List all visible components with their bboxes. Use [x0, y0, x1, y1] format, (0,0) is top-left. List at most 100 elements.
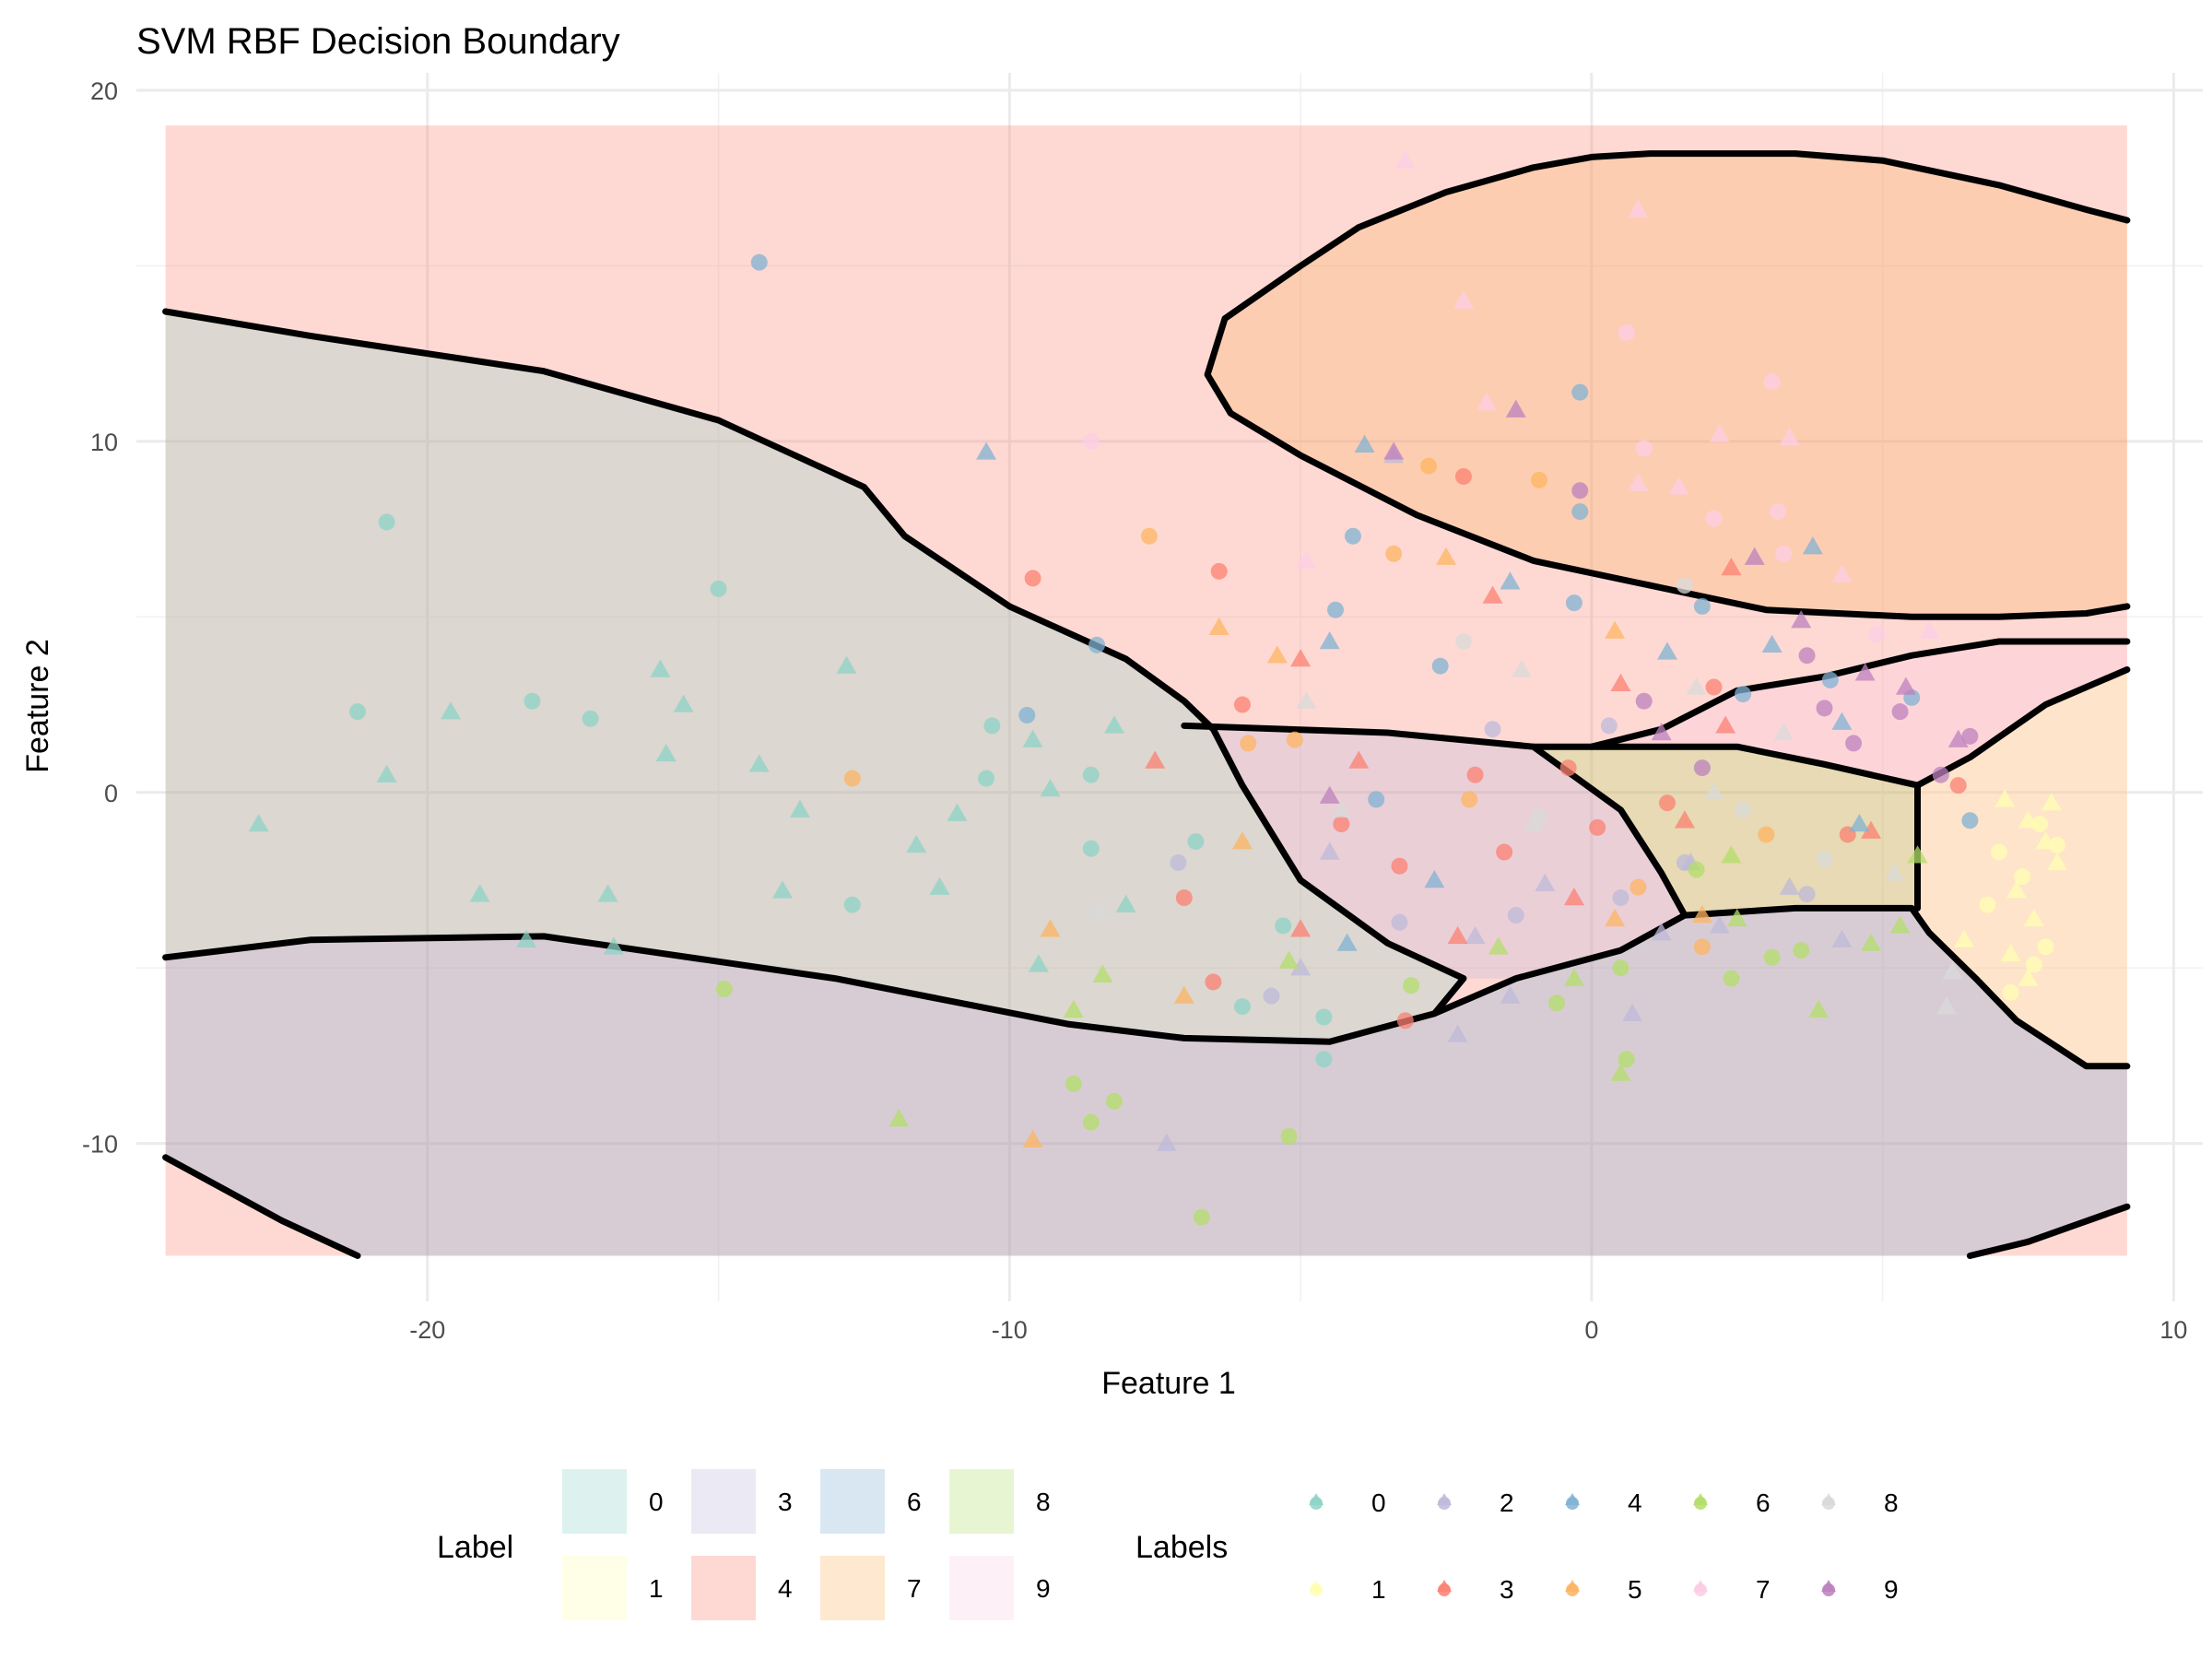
data-point-triangle — [1278, 950, 1300, 969]
point-legend-label: 1 — [1371, 1575, 1386, 1604]
data-point-triangle — [248, 814, 269, 832]
data-point-triangle — [1942, 960, 1963, 980]
data-point-triangle — [597, 884, 618, 902]
decision-boundary-line — [1430, 904, 2131, 1070]
decision-boundary-line — [1181, 722, 1688, 919]
region-legend-swatch — [691, 1556, 756, 1620]
point-legend-key-triangle — [1309, 1493, 1324, 1505]
data-point-circle — [1559, 759, 1577, 777]
data-point-triangle — [1709, 424, 1730, 442]
region-legend-title: Label — [437, 1530, 513, 1565]
data-point-triangle — [1500, 571, 1521, 590]
region-legend-swatch — [820, 1469, 885, 1534]
data-point-circle — [1816, 700, 1833, 717]
data-point-circle — [715, 981, 733, 998]
data-point-circle — [1507, 907, 1524, 924]
data-point-circle — [1240, 735, 1257, 752]
data-point-triangle — [1477, 393, 1498, 411]
data-point-circle — [1990, 843, 2007, 861]
data-point-circle — [1466, 766, 1484, 783]
data-point-triangle — [1761, 634, 1783, 653]
decision-region-0 — [165, 312, 1464, 1042]
region-legend-swatch — [949, 1469, 1014, 1534]
point-legend-label: 8 — [1884, 1488, 1899, 1517]
data-point-triangle — [1290, 649, 1312, 667]
axis-ticks: -20 -10 0 10 -10 0 10 20 — [82, 77, 2187, 1344]
data-point-triangle — [1231, 831, 1253, 850]
data-point-triangle — [1628, 473, 1649, 491]
data-point-triangle — [1336, 933, 1358, 951]
data-point-triangle — [906, 834, 927, 853]
data-point-circle — [1088, 636, 1106, 653]
data-point-triangle — [1488, 936, 1509, 955]
data-point-circle — [2037, 938, 2054, 956]
data-point-circle — [843, 770, 861, 787]
point-legend-key-triangle — [1565, 1493, 1580, 1505]
x-axis-title: Feature 1 — [1101, 1366, 1236, 1401]
data-point-circle — [1233, 998, 1251, 1016]
region-legend-swatch — [562, 1469, 627, 1534]
data-point-circle — [1496, 843, 1513, 861]
decision-region-8 — [1533, 747, 1918, 916]
data-point-triangle — [1715, 715, 1736, 734]
x-tick-label: 10 — [2159, 1316, 2187, 1344]
point-legend-key-triangle — [1437, 1493, 1452, 1505]
data-point-circle — [1612, 959, 1630, 977]
data-point-circle — [1368, 791, 1385, 808]
region-legend-swatch — [691, 1469, 756, 1534]
point-legend-title: Labels — [1135, 1530, 1228, 1565]
data-point-triangle — [1331, 799, 1352, 818]
region-legend-swatch — [949, 1556, 1014, 1620]
point-legend-label: 0 — [1371, 1488, 1386, 1517]
data-point-circle — [1391, 913, 1408, 931]
data-point-circle — [1600, 717, 1618, 735]
data-point-circle — [1461, 791, 1478, 808]
data-point-triangle — [1563, 968, 1584, 986]
y-tick-label: 20 — [90, 77, 118, 105]
decision-boundary-line — [1530, 743, 1921, 912]
data-point-triangle — [1028, 954, 1049, 972]
data-point-triangle — [1424, 869, 1445, 888]
data-point-triangle — [1849, 814, 1870, 832]
data-point-triangle — [2006, 880, 2027, 899]
decision-region-1 — [1917, 669, 2127, 1066]
data-point-circle — [1961, 812, 1979, 830]
data-point-triangle — [1022, 729, 1043, 747]
data-point-triangle — [1022, 1129, 1043, 1148]
data-point-triangle — [1721, 558, 1742, 576]
data-point-circle — [1612, 889, 1630, 907]
data-points — [248, 150, 2068, 1226]
data-point-triangle — [1319, 785, 1340, 804]
data-point-triangle — [1435, 547, 1456, 565]
data-point-triangle — [1290, 958, 1312, 976]
data-point-circle — [1187, 833, 1205, 851]
data-point-triangle — [1605, 908, 1626, 927]
data-point-triangle — [1831, 564, 1853, 582]
data-point-circle — [2002, 983, 2019, 1001]
data-point-triangle — [789, 799, 810, 818]
data-point-triangle — [1703, 782, 1724, 801]
data-point-circle — [1193, 1208, 1210, 1226]
region-legend: 0 1 3 4 6 7 8 9 — [562, 1469, 1051, 1620]
data-point-circle — [1391, 857, 1408, 875]
data-point-triangle — [1691, 905, 1712, 924]
data-point-circle — [1403, 977, 1420, 994]
data-point-triangle — [1802, 536, 1823, 555]
data-point-triangle — [1319, 841, 1340, 860]
data-point-circle — [1140, 527, 1158, 545]
point-legend-key-triangle — [1821, 1580, 1836, 1592]
data-point-triangle — [1861, 820, 1882, 839]
data-point-triangle — [1115, 894, 1136, 912]
data-point-circle — [1798, 886, 1816, 903]
data-point-triangle — [1628, 199, 1649, 218]
data-point-triangle — [1919, 620, 1940, 639]
decision-region-4 — [165, 125, 2127, 1256]
point-legend-key-triangle — [1565, 1580, 1580, 1592]
data-point-circle — [1106, 1092, 1124, 1110]
data-point-circle — [1420, 457, 1438, 475]
point-legend-key-triangle — [1821, 1493, 1836, 1505]
data-point-circle — [2014, 868, 2031, 886]
data-point-triangle — [1173, 985, 1194, 1004]
point-legend: 0 1 2 3 4 5 6 7 8 9 — [1309, 1488, 1899, 1604]
